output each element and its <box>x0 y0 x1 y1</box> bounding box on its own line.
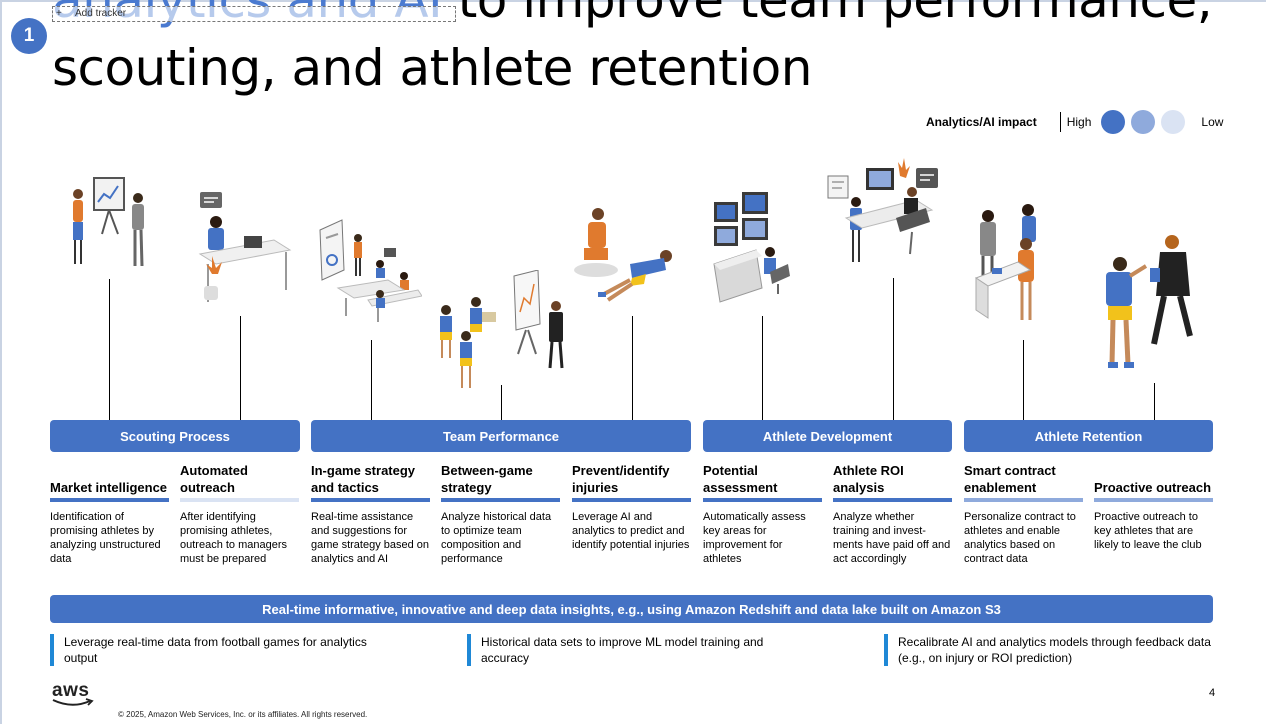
use-case-heading: Market intelligence <box>50 480 168 495</box>
impact-bar-high <box>833 498 952 502</box>
step-number-badge: 1 <box>11 18 47 54</box>
aws-logo-text: aws <box>52 680 90 701</box>
use-case-in-game-strategy: In-game strategy and tactics Real-time a… <box>311 460 430 566</box>
stem-market-intelligence <box>109 279 110 420</box>
use-case-description: Analyze whether training and invest-ment… <box>833 511 951 565</box>
use-case-heading: Prevent/identify injuries <box>572 463 670 495</box>
stem-proactive-outreach <box>1154 383 1155 420</box>
impact-bar-high <box>311 498 430 502</box>
title-line2: scouting, and athlete retention <box>52 39 812 97</box>
impact-bar-high <box>441 498 560 502</box>
legend-high-label: High <box>1066 115 1092 129</box>
aws-smile-icon <box>52 698 94 706</box>
illustration-automated-outreach <box>198 192 292 302</box>
use-case-heading: Between-game strategy <box>441 463 533 495</box>
impact-bar-low <box>180 498 299 502</box>
data-insights-banner: Real-time informative, innovative and de… <box>50 595 1213 623</box>
legend-low-label: Low <box>1201 115 1224 129</box>
bullet-recalibrate-models: Recalibrate AI and analytics models thro… <box>884 634 1214 666</box>
aws-logo: aws <box>52 680 94 708</box>
slide-left-border <box>0 0 2 724</box>
use-case-heading: Athlete ROI analysis <box>833 463 904 495</box>
stem-athlete-roi <box>893 278 894 420</box>
illustration-prevent-injuries <box>574 208 672 302</box>
stem-potential-assessment <box>762 316 763 420</box>
use-case-description: Analyze historical data to optimize team… <box>441 511 552 565</box>
illustration-proactive-outreach <box>1106 235 1193 368</box>
category-team-performance: Team Performance <box>311 420 691 452</box>
add-tracker-placeholder[interactable]: + Add tracker <box>52 6 456 22</box>
illustration-athlete-roi <box>827 158 938 262</box>
use-case-heading: Proactive outreach <box>1094 480 1212 495</box>
slide-top-border <box>0 0 1266 2</box>
bullet-real-time-data: Leverage real-time data from football ga… <box>50 634 390 666</box>
copyright-text: © 2025, Amazon Web Services, Inc. or its… <box>118 710 368 719</box>
category-athlete-retention: Athlete Retention <box>964 420 1213 452</box>
slide-title[interactable]: analytics and AI to improve team perform… <box>52 0 1252 102</box>
legend-dot-high <box>1101 110 1126 134</box>
use-case-athlete-roi: Athlete ROI analysis Analyze whether tra… <box>833 460 952 566</box>
use-case-heading: Smart contract enablement <box>964 463 1056 495</box>
impact-bar-medium <box>964 498 1083 502</box>
use-case-proactive-outreach: Proactive outreach Proactive outreach to… <box>1094 460 1213 552</box>
use-case-potential-assessment: Potential assessment Automatically asses… <box>703 460 822 566</box>
plus-icon: + <box>56 8 62 19</box>
illustration-market-intelligence <box>73 177 144 267</box>
add-tracker-label: Add tracker <box>75 8 127 19</box>
impact-bar-medium <box>1094 498 1213 502</box>
illustration-potential-assessment <box>713 192 790 303</box>
impact-bar-high <box>50 498 169 502</box>
impact-bar-high <box>703 498 822 502</box>
use-case-between-game-strategy: Between-game strategy Analyze historical… <box>441 460 560 566</box>
use-case-heading: Automated outreach <box>180 463 248 495</box>
use-case-description: Identification of promising athletes by … <box>50 511 161 565</box>
category-athlete-development: Athlete Development <box>703 420 952 452</box>
use-case-description: Real-time assistance and suggestions for… <box>311 511 430 565</box>
category-scouting-process: Scouting Process <box>50 420 300 452</box>
illustration-between-game-strategy <box>440 270 564 388</box>
title-line1-rest: to improve team performance, <box>442 0 1213 29</box>
use-case-description: After identifying promising athletes, ou… <box>180 511 288 565</box>
stem-automated-outreach <box>240 316 241 420</box>
impact-bar-high <box>572 498 691 502</box>
page-number: 4 <box>1209 687 1216 699</box>
impact-legend: Analytics/AI impact High Low <box>926 110 1224 134</box>
use-case-description: Automatically assess key areas for impro… <box>703 511 806 565</box>
stem-smart-contract <box>1023 340 1024 420</box>
legend-dot-medium <box>1131 110 1156 134</box>
stem-prevent-injuries <box>632 316 633 420</box>
illustration-in-game-strategy <box>319 219 422 322</box>
bullet-historical-data: Historical data sets to improve ML model… <box>467 634 807 666</box>
use-case-smart-contract: Smart contract enablement Personalize co… <box>964 460 1083 566</box>
legend-divider <box>1059 112 1061 132</box>
use-case-prevent-injuries: Prevent/identify injuries Leverage AI an… <box>572 460 691 552</box>
use-case-description: Personalize contract to athletes and ena… <box>964 511 1076 565</box>
use-case-heading: In-game strategy and tactics <box>311 463 416 495</box>
use-case-heading: Potential assessment <box>703 463 778 495</box>
legend-dot-low <box>1161 110 1186 134</box>
use-case-automated-outreach: Automated outreach After identifying pro… <box>180 460 299 566</box>
use-case-description: Leverage AI and analytics to predict and… <box>572 511 690 551</box>
stem-between-game-strategy <box>501 385 502 420</box>
illustration-smart-contract <box>974 204 1036 320</box>
use-case-market-intelligence: Market intelligence Identification of pr… <box>50 460 169 566</box>
use-case-description: Proactive outreach to key athletes that … <box>1094 511 1202 551</box>
legend-label: Analytics/AI impact <box>926 115 1037 129</box>
stem-in-game-strategy <box>371 340 372 420</box>
